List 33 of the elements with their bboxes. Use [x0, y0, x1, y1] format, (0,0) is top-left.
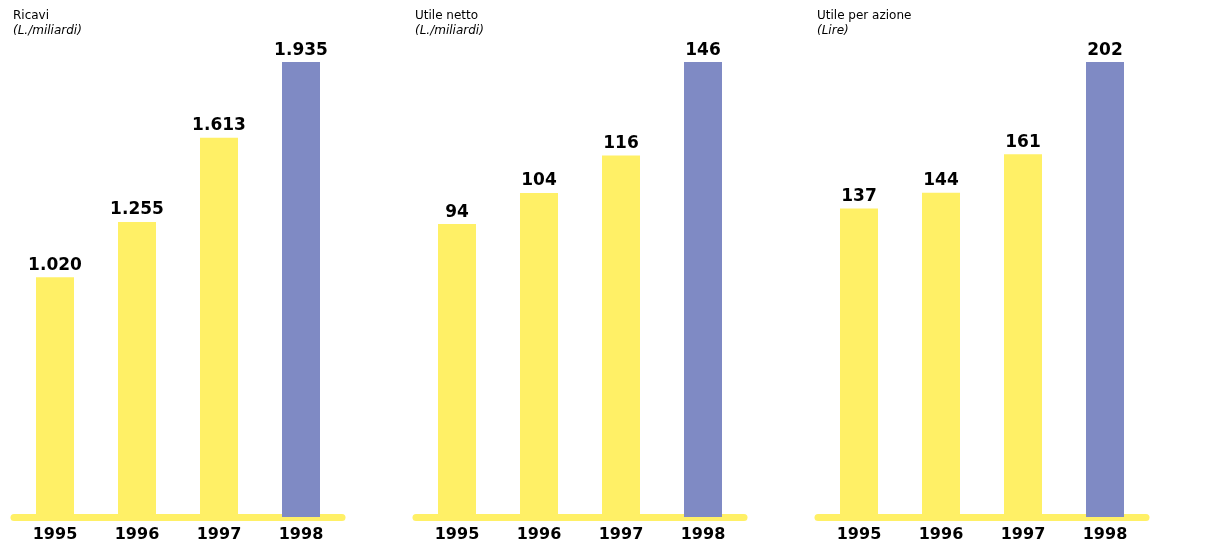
data-label: 144: [923, 169, 959, 190]
x-tick-label: 1996: [516, 523, 562, 543]
chart-subtitle: (Lire): [817, 23, 849, 37]
x-tick-label: 1997: [1000, 523, 1046, 543]
data-label: 104: [521, 169, 557, 190]
x-tick-label: 1998: [278, 523, 324, 543]
x-tick-label: 1995: [32, 523, 78, 543]
data-label: 202: [1087, 38, 1123, 59]
data-label: 1.020: [28, 253, 83, 274]
data-label: 94: [445, 200, 469, 221]
x-tick-label: 1995: [836, 523, 882, 543]
bar: [282, 62, 320, 517]
x-tick-label: 1997: [196, 523, 242, 543]
data-label: 1.613: [192, 114, 246, 135]
chart-subtitle: (L./miliardi): [415, 23, 484, 37]
data-label: 161: [1005, 130, 1041, 151]
chart-subtitle: (L./miliardi): [13, 23, 82, 37]
x-tick-label: 1998: [1082, 523, 1128, 543]
data-label: 116: [603, 131, 639, 152]
data-label: 1.935: [274, 38, 328, 59]
x-tick-label: 1996: [114, 523, 160, 543]
data-label: 146: [685, 38, 721, 59]
chart-title: Ricavi: [13, 8, 50, 22]
x-tick-label: 1995: [434, 523, 480, 543]
bar: [1086, 62, 1124, 517]
chart-title: Utile per azione: [817, 8, 912, 22]
x-tick-label: 1997: [598, 523, 644, 543]
data-label: 1.255: [110, 198, 164, 219]
data-label: 137: [841, 184, 877, 205]
x-tick-label: 1996: [918, 523, 964, 543]
bar: [684, 62, 722, 517]
x-tick-label: 1998: [680, 523, 726, 543]
chart-title: Utile netto: [415, 8, 479, 22]
